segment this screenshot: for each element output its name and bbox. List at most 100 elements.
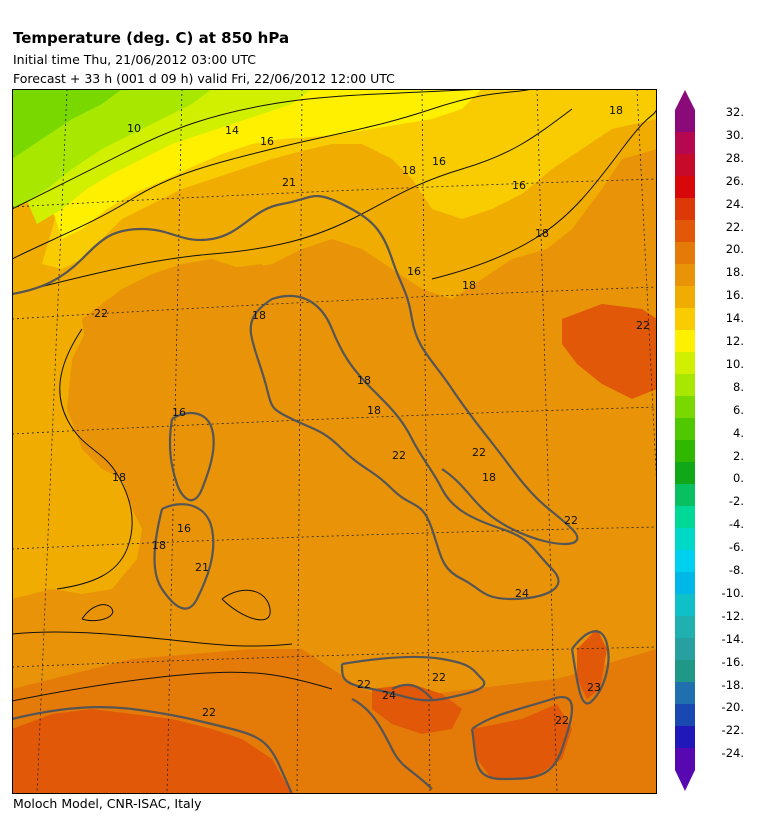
colorbar-label: 6. — [733, 402, 744, 417]
field-24-southeast — [472, 704, 572, 779]
colorbar-swatch — [675, 594, 695, 617]
contour-label: 18 — [462, 279, 476, 292]
colorbar-swatch — [675, 264, 695, 287]
contour-label: 18 — [152, 539, 166, 552]
colorbar-swatch — [675, 154, 695, 177]
colorbar-label: 30. — [725, 127, 744, 142]
contour-label: 22 — [392, 449, 406, 462]
contour-label: 22 — [564, 514, 578, 527]
colorbar-swatch — [675, 220, 695, 243]
colorbar-swatch — [675, 704, 695, 727]
colorbar-label: 14. — [725, 311, 744, 326]
contour-label: 22 — [636, 319, 650, 332]
field-24-balkans — [562, 304, 657, 399]
colorbar-label: -22. — [721, 723, 744, 738]
field-20-land — [82, 264, 272, 389]
colorbar-label: -8. — [728, 563, 744, 577]
colorbar-swatch — [675, 528, 695, 551]
isotherms — [12, 89, 657, 702]
colorbar-swatch — [675, 330, 695, 353]
colorbar-swatch — [675, 396, 695, 419]
colorbar-swatch — [675, 286, 695, 309]
temperature-map: 10 14 16 18 16 21 18 16 18 16 18 22 22 1… — [12, 89, 657, 794]
colorbar-swatch — [675, 748, 695, 771]
contour-label: 22 — [472, 446, 486, 459]
colorbar-label: 18. — [725, 265, 744, 280]
contour-label: 18 — [357, 374, 371, 387]
contour-label: 22 — [94, 307, 108, 320]
contour-label: 22 — [202, 706, 216, 719]
colorbar-swatch — [675, 572, 695, 595]
colorbar-swatch — [675, 638, 695, 661]
contour-label: 14 — [225, 124, 239, 137]
contour-label: 18 — [482, 471, 496, 484]
colorbar-swatch — [675, 462, 695, 485]
colorbar-label: -18. — [721, 677, 744, 692]
colorbar-swatch — [675, 308, 695, 331]
contour-label: 22 — [555, 714, 569, 727]
contour-label: 22 — [357, 678, 371, 691]
contour-label: 23 — [587, 681, 601, 694]
map-title: Temperature (deg. C) at 850 hPa — [13, 29, 290, 47]
contour-label: 18 — [367, 404, 381, 417]
colorbar-swatch — [675, 132, 695, 155]
colorbar-label: -12. — [721, 608, 744, 623]
contour-label: 16 — [432, 155, 446, 168]
colorbar-swatch — [675, 242, 695, 265]
contour-label: 21 — [195, 561, 209, 574]
colorbar-swatch — [675, 550, 695, 573]
colorbar-label: -14. — [721, 631, 744, 646]
colorbar-label: -2. — [728, 494, 744, 509]
colorbar-label: -16. — [721, 654, 744, 669]
forecast-validity: Forecast + 33 h (001 d 09 h) valid Fri, … — [13, 71, 395, 86]
colorbar-label: -4. — [728, 517, 744, 532]
contour-label: 16 — [172, 406, 186, 419]
field-8 — [12, 89, 122, 159]
colorbar-swatch — [675, 484, 695, 507]
contour-label: 22 — [432, 671, 446, 684]
colorbar-label: 12. — [725, 334, 744, 348]
contour-labels: 10 14 16 18 16 21 18 16 18 16 18 22 22 1… — [94, 104, 650, 727]
colorbar-swatch — [675, 198, 695, 221]
field-18 — [12, 89, 657, 599]
initial-time: Initial time Thu, 21/06/2012 03:00 UTC — [13, 52, 256, 67]
graticule — [12, 89, 657, 794]
colorbar-swatches — [675, 110, 695, 771]
contour-label: 18 — [252, 309, 266, 322]
colorbar-label: 32. — [725, 105, 744, 119]
colorbar-swatch — [675, 616, 695, 639]
contour-label: 24 — [382, 689, 396, 702]
coastlines — [12, 195, 610, 794]
contour-label: 24 — [515, 587, 529, 600]
colorbar-swatch — [675, 682, 695, 705]
colorbar-swatch — [675, 418, 695, 441]
contour-label: 18 — [402, 164, 416, 177]
colorbar — [675, 90, 695, 791]
contour-label: 16 — [407, 265, 421, 278]
model-credit: Moloch Model, CNR-ISAC, Italy — [13, 796, 202, 811]
contour-label: 16 — [512, 179, 526, 192]
colorbar-label: -24. — [721, 746, 744, 761]
contour-label: 18 — [609, 104, 623, 117]
colorbar-swatch — [675, 176, 695, 199]
colorbar-label: -20. — [721, 700, 744, 715]
colorbar-label: 4. — [733, 425, 744, 440]
contour-label: 10 — [127, 122, 141, 135]
colorbar-label: 28. — [725, 150, 744, 165]
colorbar-swatch — [675, 660, 695, 683]
colorbar-label: -6. — [728, 540, 744, 555]
contour-label: 18 — [112, 471, 126, 484]
field-24-greece — [577, 629, 607, 699]
colorbar-bottom-arrow — [675, 770, 695, 791]
colorbar-label: -10. — [721, 585, 744, 600]
colorbar-swatch — [675, 374, 695, 397]
contour-label: 16 — [177, 522, 191, 535]
colorbar-swatch — [675, 726, 695, 749]
colorbar-label: 2. — [733, 448, 744, 463]
colorbar-label: 24. — [725, 196, 744, 211]
colorbar-label: 0. — [733, 471, 744, 486]
contour-label: 18 — [535, 227, 549, 240]
colorbar-label: 22. — [725, 219, 744, 234]
colorbar-swatch — [675, 506, 695, 529]
